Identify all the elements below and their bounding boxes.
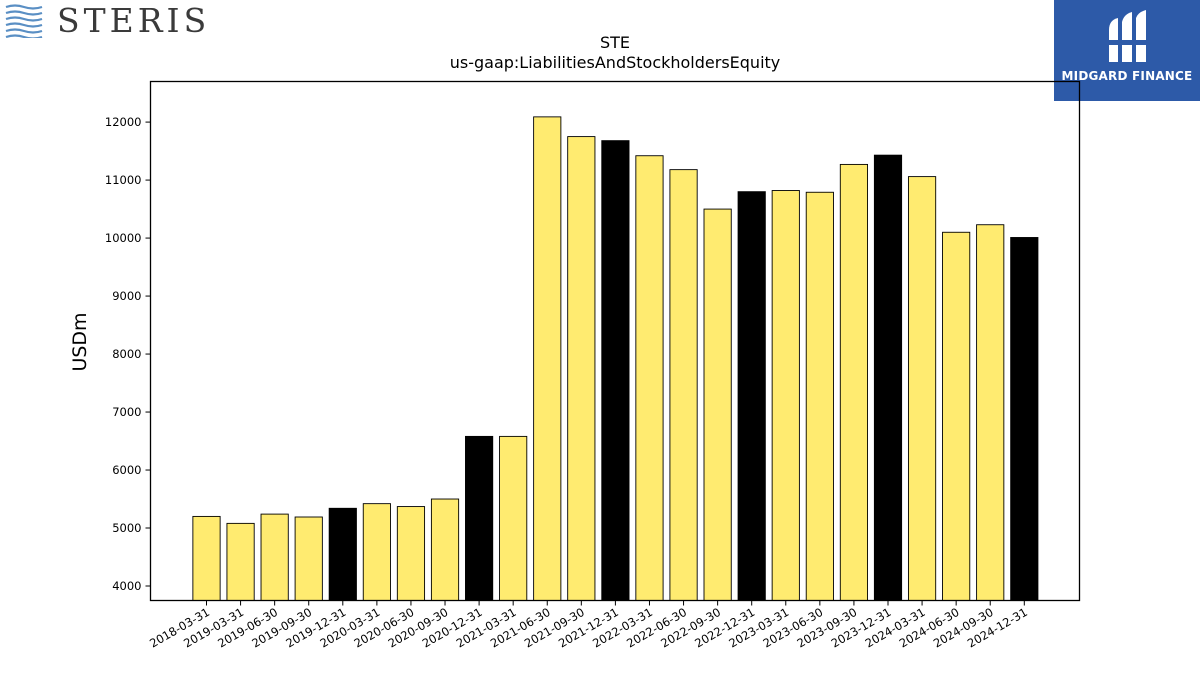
bar-2023-09-30 (839, 163, 868, 601)
bar-2019-12-31 (328, 507, 357, 601)
steris-wordmark: STERIS (57, 1, 211, 40)
x-axis-ticks: 2018-03-312019-03-312019-06-302019-09-30… (147, 600, 1030, 651)
y-tick-label: 11000 (105, 173, 142, 187)
bar-2024-12-31 (1010, 237, 1039, 601)
chart-subtitle: us-gaap:LiabilitiesAndStockholdersEquity (450, 53, 781, 72)
y-tick-label: 8000 (112, 347, 141, 361)
bar-2024-09-30 (976, 224, 1005, 601)
y-tick-label: 5000 (112, 521, 141, 535)
y-tick-label: 9000 (112, 289, 141, 303)
bar-2020-12-31 (465, 435, 494, 601)
y-axis-label: USDm (69, 312, 91, 371)
bar-2023-06-30 (805, 191, 834, 601)
y-tick-label: 12000 (105, 115, 142, 129)
bar-2021-03-31 (499, 435, 528, 601)
midgard-finance-logo: MIDGARD FINANCE (1054, 0, 1200, 101)
bar-2022-03-31 (635, 155, 664, 601)
bar-2024-03-31 (907, 176, 937, 601)
bar-2021-12-31 (601, 140, 630, 601)
bar-2022-12-31 (737, 191, 766, 601)
steris-wave-icon (5, 4, 43, 38)
bars-layer (192, 116, 1039, 601)
bar-2020-03-31 (362, 503, 391, 601)
chart-title: STE (600, 33, 630, 52)
y-tick-label: 7000 (112, 405, 141, 419)
steris-logo: STERIS (5, 3, 210, 39)
bar-2022-06-30 (669, 169, 698, 601)
bar-2019-03-31 (226, 522, 255, 601)
bar-2019-09-30 (294, 516, 323, 601)
midgard-monogram-icon (1107, 10, 1148, 62)
bar-2020-09-30 (430, 498, 460, 601)
bar-2022-09-30 (703, 208, 732, 601)
bar-2023-03-31 (771, 190, 800, 601)
plot-frame (149, 80, 1081, 602)
bar-2020-06-30 (396, 506, 426, 601)
bar-2019-06-30 (260, 513, 289, 601)
bar-2018-03-31 (192, 515, 221, 601)
y-axis-ticks: 4000 5000 6000 7000 8000 9000 10000 11000 12000 (105, 115, 151, 593)
bar-2021-09-30 (567, 136, 596, 601)
y-tick-label: 10000 (105, 231, 142, 245)
bar-2023-12-31 (873, 154, 903, 601)
bar-2024-06-30 (942, 231, 971, 601)
y-tick-label: 6000 (112, 463, 141, 477)
midgard-wordmark: MIDGARD FINANCE (1061, 69, 1193, 83)
y-tick-label: 4000 (112, 579, 141, 593)
bar-2021-06-30 (533, 116, 562, 601)
